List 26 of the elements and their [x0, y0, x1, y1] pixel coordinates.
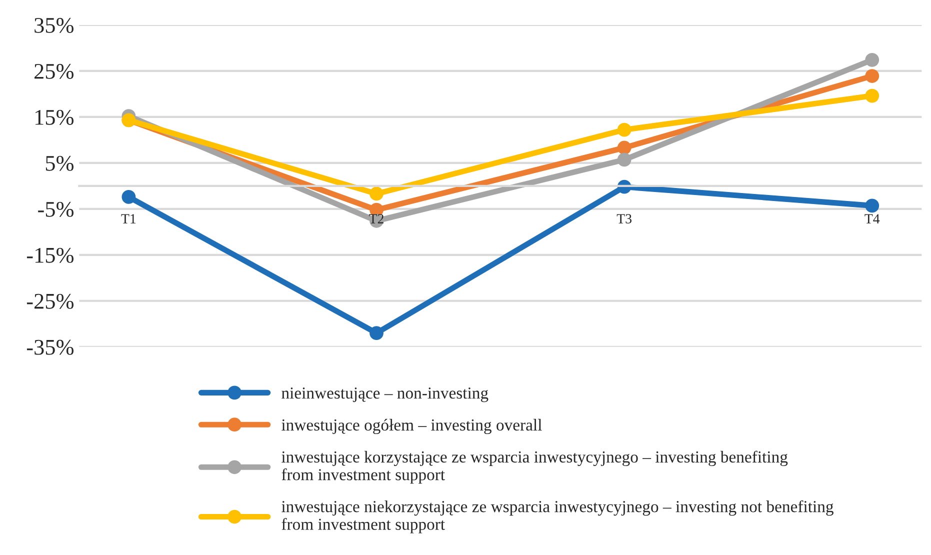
y-tick-label: 25%	[34, 64, 74, 79]
y-tick-label: -25%	[26, 294, 74, 309]
legend-label: inwestujące niekorzystające ze wsparcia inwestycyjnego – investing not benefiting from investment support	[282, 500, 834, 534]
point	[617, 152, 632, 167]
y-tick-label: 35%	[34, 18, 74, 33]
x-tick-label: T2	[369, 214, 384, 224]
legend-label: nieinwestujące – non-investing	[282, 387, 488, 402]
point	[865, 69, 880, 83]
y-tick-label: -5%	[38, 202, 74, 217]
point	[370, 326, 384, 340]
point	[865, 198, 880, 213]
point	[370, 186, 384, 201]
point	[865, 52, 880, 67]
point	[865, 88, 880, 103]
legend-label: inwestujące korzystające ze wsparcia inwestycyjnego – investing benefiting from investment support	[282, 450, 788, 484]
y-tick-label: -35%	[26, 340, 74, 355]
legend-label: inwestujące ogółem – investing overall	[282, 418, 542, 434]
point	[617, 122, 632, 137]
y-tick-label: -15%	[26, 248, 74, 263]
x-tick-label: T4	[864, 214, 880, 224]
x-tick-label: T3	[616, 214, 632, 224]
point	[617, 140, 632, 155]
point	[122, 190, 136, 204]
y-tick-label: 15%	[35, 110, 74, 125]
y-tick-label: 5%	[46, 156, 74, 171]
x-tick-label: T1	[121, 214, 136, 224]
